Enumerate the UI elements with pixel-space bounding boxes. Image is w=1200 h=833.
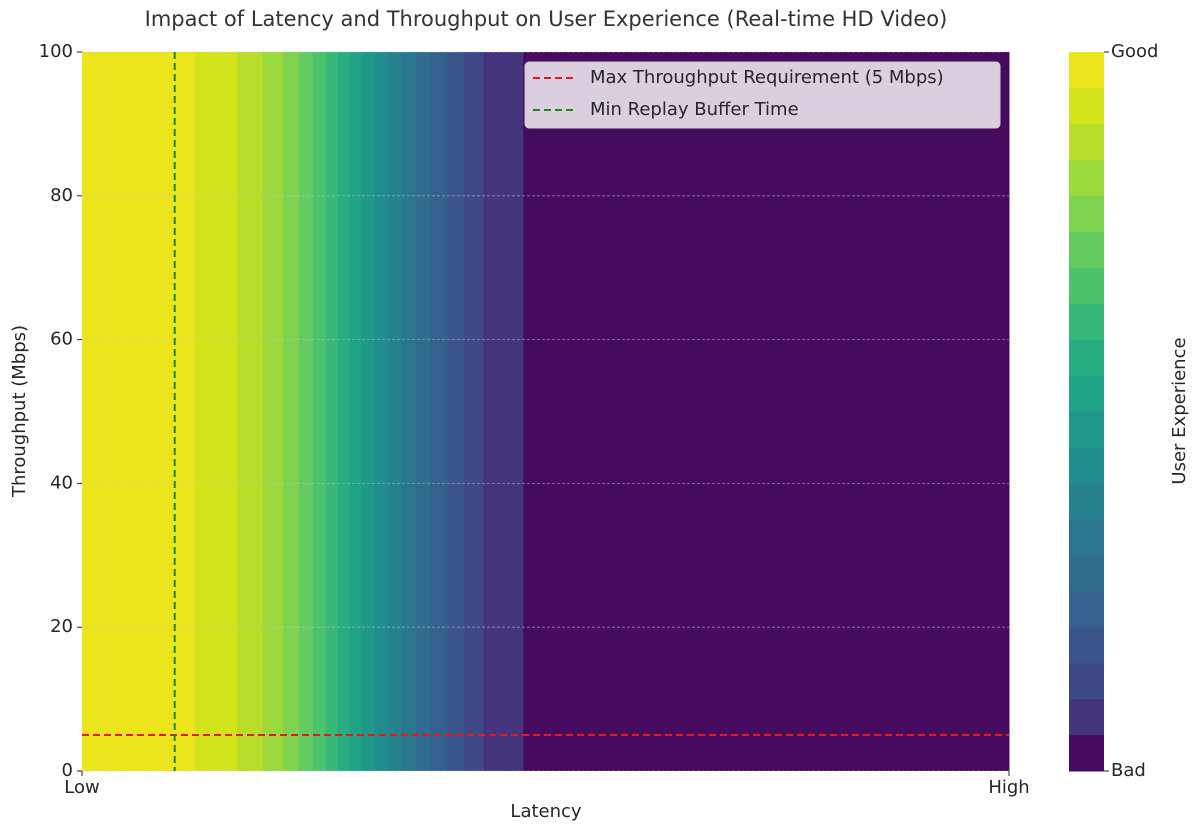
contour-band xyxy=(82,52,196,771)
legend-label: Max Throughput Requirement (5 Mbps) xyxy=(590,67,944,88)
colorbar-band xyxy=(1069,483,1104,520)
contour-band xyxy=(337,52,351,771)
colorbar-band xyxy=(1069,159,1104,197)
colorbar-band xyxy=(1069,123,1104,161)
colorbar-band xyxy=(1069,447,1104,484)
y-axis-label: Throughput (Mbps) xyxy=(9,325,30,498)
legend-label: Min Replay Buffer Time xyxy=(590,99,799,120)
colorbar-band xyxy=(1069,699,1104,736)
contour-band xyxy=(325,52,339,771)
contour-band xyxy=(262,52,284,771)
colorbar-band xyxy=(1069,591,1104,628)
chart-title: Impact of Latency and Throughput on User… xyxy=(145,7,948,31)
contour-band xyxy=(463,52,484,771)
colorbar-tick-label: Good xyxy=(1111,41,1158,62)
legend-box xyxy=(524,61,1001,129)
contour-band xyxy=(401,52,417,771)
x-axis-label: Latency xyxy=(510,801,581,822)
colorbar-band xyxy=(1069,231,1104,269)
colorbar-band xyxy=(1069,735,1104,772)
contour-band xyxy=(312,52,327,771)
colorbar-band xyxy=(1069,52,1104,89)
colorbar-band xyxy=(1069,87,1104,125)
y-tick-label: 100 xyxy=(39,41,73,62)
colorbar-band xyxy=(1069,267,1104,305)
contour-band xyxy=(374,52,389,771)
y-tick-label: 20 xyxy=(50,616,73,637)
contour-band xyxy=(236,52,264,771)
y-tick-label: 60 xyxy=(50,329,73,350)
x-tick-label: High xyxy=(988,777,1029,798)
contour-band xyxy=(387,52,403,771)
contour-band xyxy=(298,52,314,771)
colorbar-band xyxy=(1069,375,1104,412)
y-tick-label: 40 xyxy=(50,472,73,493)
y-tick-label: 80 xyxy=(50,185,73,206)
contour-band xyxy=(430,52,448,771)
contour-band xyxy=(283,52,300,771)
colorbar-band xyxy=(1069,339,1104,377)
contour-band xyxy=(447,52,465,771)
contour-band xyxy=(349,52,363,771)
colorbar-band xyxy=(1069,519,1104,556)
colorbar-label: User Experience xyxy=(1169,337,1190,484)
colorbar-band xyxy=(1069,555,1104,592)
colorbar-band xyxy=(1069,663,1104,700)
colorbar-band xyxy=(1069,195,1104,233)
contour-band xyxy=(195,52,238,771)
colorbar-band xyxy=(1069,411,1104,448)
colorbar-band xyxy=(1069,303,1104,341)
contour-band xyxy=(361,52,376,771)
contour-band xyxy=(415,52,432,771)
contour-band xyxy=(483,52,524,771)
colorbar-band xyxy=(1069,627,1104,664)
colorbar-tick-label: Bad xyxy=(1111,760,1146,781)
y-tick-label: 0 xyxy=(62,760,73,781)
contour-band xyxy=(523,52,1010,771)
x-tick-label: Low xyxy=(64,777,99,798)
